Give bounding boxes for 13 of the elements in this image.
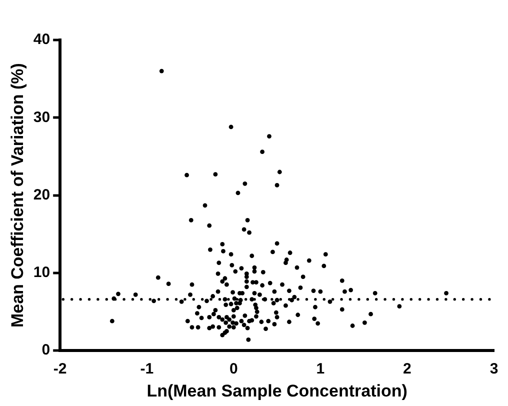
y-tick-label: 40 <box>33 31 50 48</box>
x-tick-label: -1 <box>140 360 154 378</box>
y-tick-label: 20 <box>33 186 50 204</box>
y-tick-label: 10 <box>33 264 50 282</box>
x-tick-label: 3 <box>490 360 498 378</box>
y-tick-label: 0 <box>42 342 50 359</box>
y-axis-title: Mean Coefficient of Variation (%) <box>8 63 27 328</box>
y-tick-label: 30 <box>33 108 50 126</box>
x-tick-label: 1 <box>316 360 325 378</box>
x-tick-label: -2 <box>53 360 67 378</box>
x-tick-label: 2 <box>403 360 412 378</box>
x-axis-title: Ln(Mean Sample Concentration) <box>146 381 408 400</box>
x-tick-label: 0 <box>229 360 238 378</box>
